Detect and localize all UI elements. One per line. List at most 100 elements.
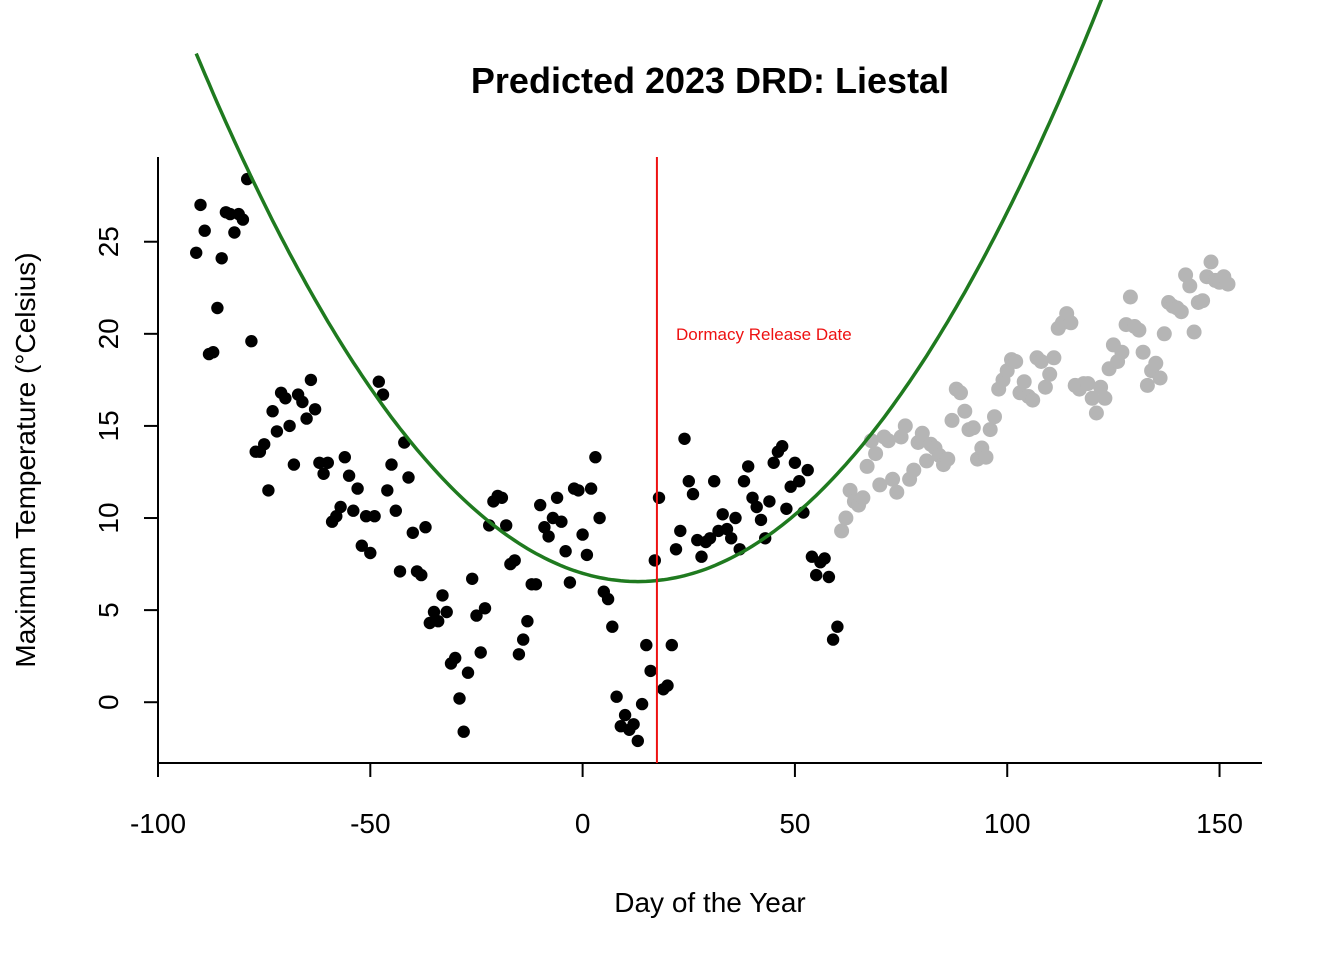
data-point <box>211 301 224 315</box>
x-tick-label: 150 <box>1196 808 1243 839</box>
data-point <box>919 453 935 469</box>
plot-marks <box>190 0 1236 763</box>
y-tick-label: 15 <box>93 410 124 441</box>
data-point <box>304 373 318 387</box>
data-point <box>308 403 322 416</box>
x-tick-label: 100 <box>984 808 1031 839</box>
x-tick-label: -100 <box>130 808 186 839</box>
data-point <box>627 718 640 731</box>
data-point <box>872 477 888 493</box>
data-point <box>1220 276 1236 292</box>
data-point <box>957 403 973 419</box>
data-point <box>1114 344 1130 360</box>
data-point <box>415 568 428 582</box>
data-point <box>300 412 313 425</box>
data-point <box>1195 293 1211 309</box>
data-point <box>236 213 250 226</box>
dormancy-annotation: Dormacy Release Date <box>676 325 852 344</box>
y-tick-label: 5 <box>93 602 124 618</box>
data-point <box>466 572 479 585</box>
data-point <box>1084 390 1100 406</box>
data-point <box>317 467 330 480</box>
data-point <box>215 252 228 265</box>
data-point <box>682 475 695 488</box>
data-point <box>965 420 981 436</box>
data-point <box>1152 370 1168 386</box>
data-point <box>801 463 814 477</box>
data-point <box>889 484 905 500</box>
data-point <box>224 207 237 221</box>
data-point <box>266 405 279 418</box>
data-point <box>1173 304 1189 320</box>
data-point <box>283 419 296 433</box>
data-point <box>831 620 844 633</box>
data-point <box>563 576 577 589</box>
data-point <box>906 462 922 478</box>
data-point <box>834 523 850 539</box>
data-point <box>584 482 598 495</box>
data-point <box>461 666 475 679</box>
data-point <box>1156 326 1172 342</box>
data-point <box>270 425 284 438</box>
data-point <box>868 446 884 462</box>
data-point <box>194 198 207 212</box>
y-tick-label: 0 <box>93 694 124 710</box>
data-point <box>1148 355 1164 371</box>
data-point <box>716 508 729 521</box>
data-point <box>347 504 360 517</box>
data-point <box>880 433 896 449</box>
data-point <box>1046 350 1062 366</box>
data-point <box>1025 392 1041 408</box>
data-point <box>652 491 666 504</box>
data-point <box>389 504 402 517</box>
data-point <box>512 648 526 661</box>
data-point <box>393 565 407 578</box>
data-point <box>818 552 831 565</box>
data-point <box>457 725 470 738</box>
data-point <box>678 432 691 445</box>
data-point <box>1186 324 1202 340</box>
axes: 0 5 10 15 20 25 -100 -50 0 50 100 150 <box>93 157 1262 839</box>
data-point <box>1122 289 1138 305</box>
data-point <box>470 609 483 622</box>
data-point <box>287 458 301 471</box>
data-point <box>321 456 334 469</box>
data-point <box>742 460 755 473</box>
data-point <box>822 570 836 584</box>
data-point <box>478 602 492 615</box>
data-point <box>1008 354 1024 369</box>
data-point <box>572 484 585 497</box>
data-point <box>198 224 211 237</box>
data-point <box>534 498 547 512</box>
data-point <box>1080 376 1096 392</box>
data-point <box>593 511 606 525</box>
data-point <box>855 490 871 506</box>
data-point <box>987 409 1002 425</box>
data-point <box>780 502 793 515</box>
data-point <box>750 500 763 514</box>
x-tick-label: 0 <box>575 808 591 839</box>
data-point <box>686 487 700 501</box>
data-point <box>703 532 717 545</box>
data-point <box>953 385 968 401</box>
y-tick-label: 20 <box>93 318 124 349</box>
data-point <box>576 528 589 541</box>
data-point <box>1203 254 1219 270</box>
data-point <box>1135 344 1151 360</box>
data-point <box>355 539 368 552</box>
x-tick-label: -50 <box>350 808 390 839</box>
data-point <box>589 451 602 464</box>
data-point <box>838 510 854 526</box>
data-point <box>262 484 275 497</box>
data-point <box>385 458 398 471</box>
data-point <box>381 484 394 497</box>
data-point <box>495 491 509 504</box>
data-point <box>788 456 802 469</box>
data-point <box>228 226 241 239</box>
data-point <box>330 510 343 523</box>
data-point <box>449 651 462 665</box>
data-point <box>542 530 555 543</box>
data-point <box>978 449 994 465</box>
data-point <box>810 568 823 582</box>
data-point <box>517 633 530 646</box>
